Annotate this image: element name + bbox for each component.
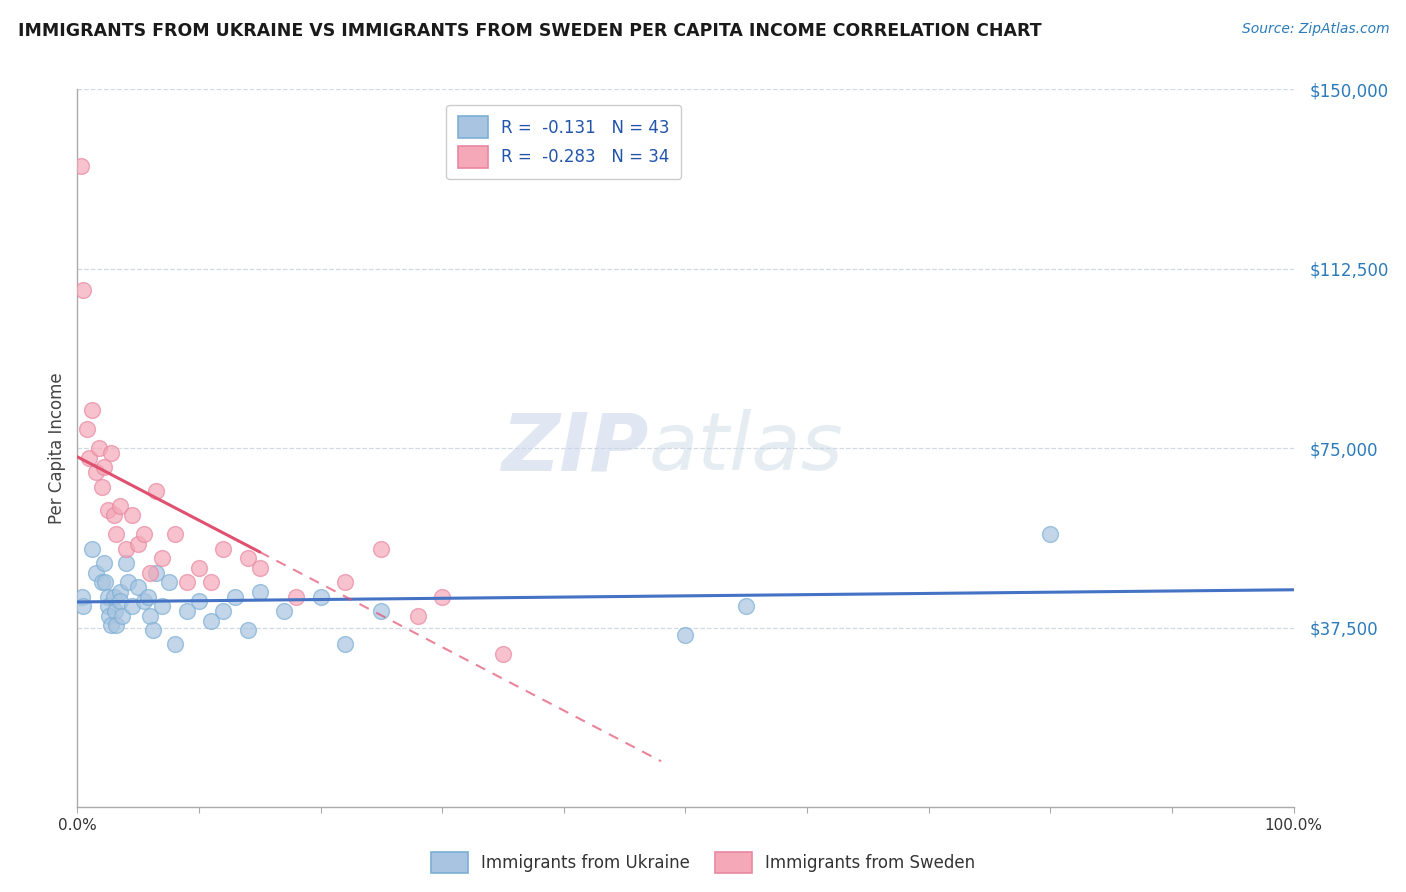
Point: [333, 575, 356, 590]
Point: [84, 566, 107, 580]
Point: [142, 623, 165, 637]
Point: [90, 479, 112, 493]
Point: [121, 599, 143, 614]
Point: [105, 618, 128, 632]
Point: [103, 508, 125, 523]
Point: [735, 599, 758, 614]
Point: [97, 599, 120, 614]
Point: [139, 608, 162, 623]
Point: [111, 608, 134, 623]
Point: [108, 594, 131, 608]
Point: [145, 566, 167, 580]
Point: [80, 403, 103, 417]
Point: [1039, 527, 1062, 541]
Point: [157, 575, 180, 590]
Point: [212, 604, 235, 618]
Point: [93, 460, 115, 475]
Point: [84, 465, 107, 479]
Point: [236, 551, 259, 566]
Point: [72, 599, 94, 614]
Point: [89, 442, 111, 455]
Point: [90, 575, 112, 590]
Point: [273, 604, 295, 618]
Point: [188, 561, 211, 575]
Point: [127, 580, 149, 594]
Point: [104, 604, 127, 618]
Point: [115, 556, 138, 570]
Point: [145, 484, 167, 499]
Point: [134, 527, 156, 541]
Point: [100, 618, 122, 632]
Point: [70, 159, 93, 173]
Point: [370, 541, 392, 556]
Point: [236, 623, 259, 637]
Point: [492, 647, 515, 661]
Point: [97, 608, 120, 623]
Point: [370, 604, 392, 618]
Point: [93, 556, 115, 570]
Point: [333, 638, 356, 652]
Point: [136, 590, 159, 604]
Legend: Immigrants from Ukraine, Immigrants from Sweden: Immigrants from Ukraine, Immigrants from…: [425, 846, 981, 880]
Point: [152, 599, 174, 614]
Point: [249, 585, 271, 599]
Point: [285, 590, 308, 604]
Point: [200, 614, 222, 628]
Point: [406, 608, 429, 623]
Point: [163, 527, 186, 541]
Point: [152, 551, 174, 566]
Text: atlas: atlas: [650, 409, 844, 487]
Y-axis label: Per Capita Income: Per Capita Income: [48, 373, 66, 524]
Point: [79, 450, 101, 465]
Point: [309, 590, 332, 604]
Point: [224, 590, 246, 604]
Point: [117, 575, 139, 590]
Text: IMMIGRANTS FROM UKRAINE VS IMMIGRANTS FROM SWEDEN PER CAPITA INCOME CORRELATION : IMMIGRANTS FROM UKRAINE VS IMMIGRANTS FR…: [18, 22, 1042, 40]
Point: [108, 499, 131, 513]
Point: [76, 422, 98, 436]
Point: [139, 566, 162, 580]
Point: [72, 283, 94, 297]
Point: [212, 541, 235, 556]
Text: ZIP: ZIP: [502, 409, 650, 487]
Point: [176, 604, 198, 618]
Point: [97, 590, 120, 604]
Point: [121, 508, 143, 523]
Point: [127, 537, 149, 551]
Point: [103, 590, 125, 604]
Point: [176, 575, 198, 590]
Point: [70, 590, 93, 604]
Point: [163, 638, 186, 652]
Point: [97, 503, 120, 517]
Point: [200, 575, 222, 590]
Point: [108, 585, 131, 599]
Point: [100, 446, 122, 460]
Point: [188, 594, 211, 608]
Legend: R =  -0.131   N = 43, R =  -0.283   N = 34: R = -0.131 N = 43, R = -0.283 N = 34: [446, 104, 682, 179]
Point: [430, 590, 453, 604]
Point: [115, 541, 138, 556]
Point: [80, 541, 103, 556]
Point: [134, 594, 156, 608]
Text: Source: ZipAtlas.com: Source: ZipAtlas.com: [1241, 22, 1389, 37]
Point: [94, 575, 117, 590]
Point: [105, 527, 128, 541]
Point: [249, 561, 271, 575]
Point: [675, 628, 697, 642]
